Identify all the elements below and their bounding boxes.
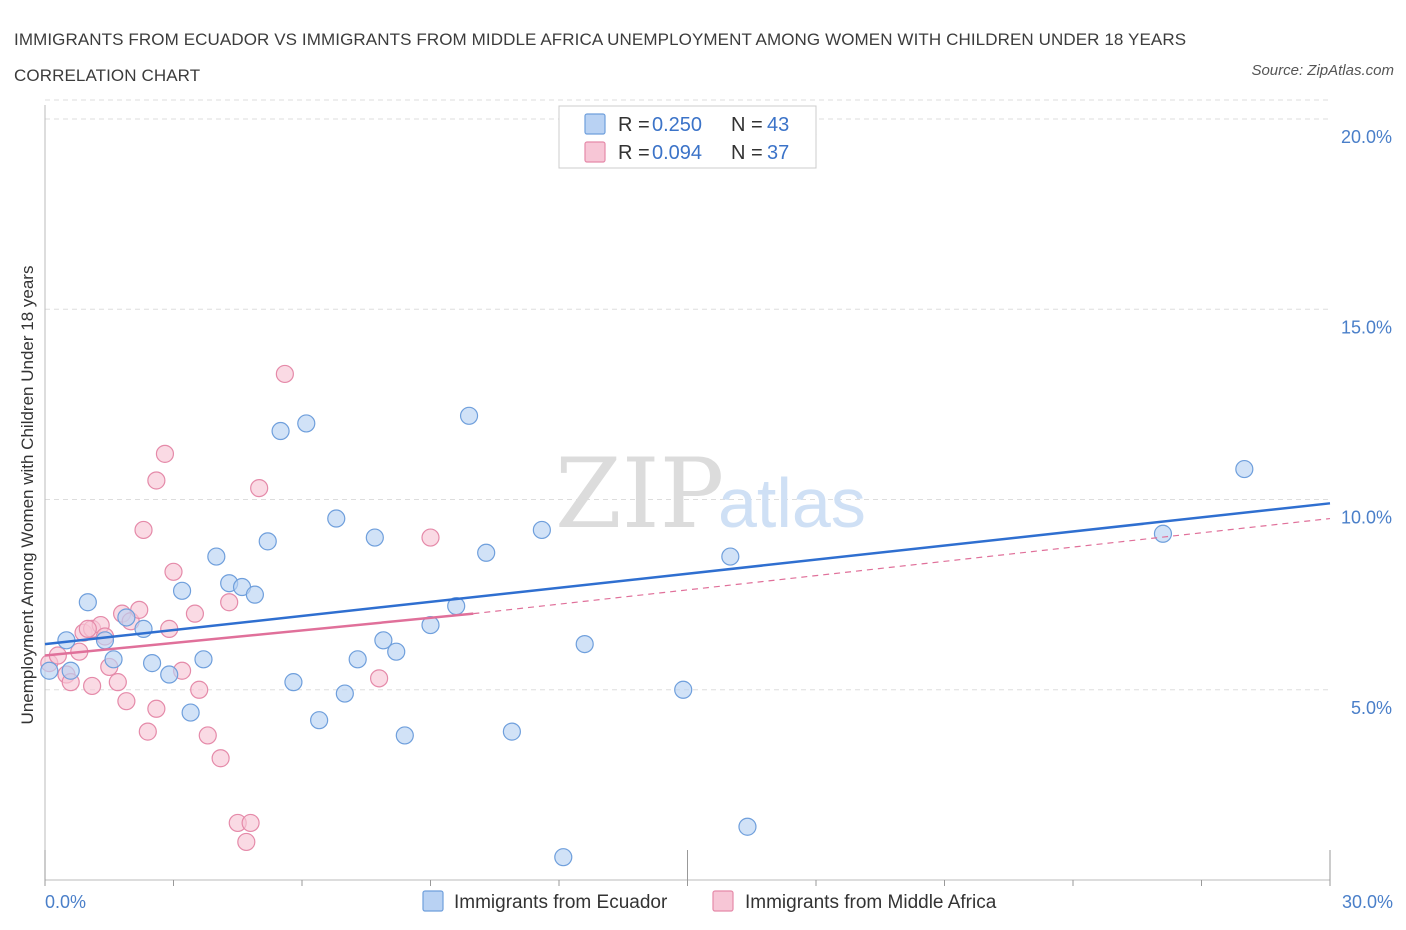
point-middle-africa-27 <box>211 749 230 768</box>
bottom-legend-label-middle-africa: Immigrants from Middle Africa <box>745 892 997 913</box>
point-middle-africa-34 <box>370 669 389 688</box>
point-ecuador-23 <box>335 684 354 703</box>
point-middle-africa-11 <box>108 673 127 692</box>
point-middle-africa-30 <box>237 832 256 852</box>
legend-n-value-middle-africa: 37 <box>767 142 789 164</box>
point-ecuador-8 <box>142 654 162 673</box>
point-ecuador-18 <box>271 421 290 441</box>
bottom-legend: Immigrants from Ecuador Immigrants from … <box>422 890 997 913</box>
point-middle-africa-33 <box>275 364 294 384</box>
trend-layer <box>44 502 1331 657</box>
point-middle-africa-31 <box>241 813 260 833</box>
bottom-legend-swatch-ecuador <box>422 890 444 912</box>
watermark-zip: ZIP <box>555 438 724 550</box>
chart-title: IMMIGRANTS FROM ECUADOR VS IMMIGRANTS FR… <box>14 30 1187 85</box>
chart-source: Source: ZipAtlas.com <box>1251 62 1394 79</box>
point-ecuador-5 <box>104 650 123 669</box>
point-ecuador-19 <box>284 673 303 692</box>
y-tick-label-3: 20.0% <box>1341 127 1392 147</box>
trend-line-middle-africa-extension <box>473 517 1331 615</box>
point-ecuador-10 <box>172 581 192 600</box>
point-middle-africa-22 <box>164 562 183 581</box>
point-ecuador-3 <box>78 593 97 612</box>
trend-line-middle-africa <box>44 612 474 657</box>
point-ecuador-34 <box>532 520 551 540</box>
point-middle-africa-20 <box>155 444 175 463</box>
y-axis-title: Unemployment Among Women with Children U… <box>18 266 37 725</box>
point-middle-africa-7 <box>83 676 102 696</box>
point-ecuador-4 <box>95 631 115 650</box>
point-ecuador-24 <box>348 650 367 669</box>
point-ecuador-39 <box>738 817 757 836</box>
point-ecuador-20 <box>297 414 316 433</box>
point-ecuador-29 <box>421 615 440 635</box>
legend-r-label-middle-africa: R = <box>618 142 650 164</box>
legend-r-label-ecuador: R = <box>618 114 650 136</box>
legend-n-label-middle-africa: N = <box>731 142 763 164</box>
point-ecuador-22 <box>327 509 346 528</box>
point-middle-africa-32 <box>250 478 269 498</box>
point-ecuador-0 <box>40 661 59 680</box>
x-tick-label-0: 0.0% <box>45 892 86 912</box>
y-tick-label-1: 10.0% <box>1341 508 1392 528</box>
point-ecuador-6 <box>117 608 136 627</box>
point-ecuador-25 <box>365 528 384 547</box>
point-ecuador-2 <box>61 661 80 680</box>
point-middle-africa-25 <box>190 680 209 699</box>
point-middle-africa-18 <box>147 699 166 718</box>
point-middle-africa-16 <box>134 520 153 540</box>
point-ecuador-35 <box>554 848 573 867</box>
point-ecuador-28 <box>395 726 414 745</box>
bottom-legend-swatch-middle-africa <box>712 890 734 912</box>
point-middle-africa-28 <box>220 593 239 612</box>
watermark-atlas: atlas <box>718 464 866 542</box>
point-middle-africa-17 <box>138 722 157 741</box>
point-ecuador-13 <box>207 547 226 566</box>
point-middle-africa-19 <box>147 471 166 490</box>
axis-layer: 5.0% 10.0% 15.0% 20.0% 0.0% 30.0% Unemployment… <box>18 105 1393 912</box>
point-middle-africa-35 <box>421 528 440 547</box>
point-middle-africa-13 <box>117 692 136 711</box>
point-ecuador-17 <box>258 532 277 551</box>
point-ecuador-21 <box>310 711 329 730</box>
point-ecuador-31 <box>459 406 479 425</box>
point-ecuador-38 <box>721 547 740 566</box>
bottom-legend-label-ecuador: Immigrants from Ecuador <box>454 892 668 913</box>
point-middle-africa-24 <box>185 604 205 623</box>
legend-r-value-ecuador: 0.250 <box>652 114 702 136</box>
legend-swatch-ecuador <box>584 113 606 135</box>
point-middle-africa-36 <box>78 619 97 638</box>
legend-n-value-ecuador: 43 <box>767 114 789 136</box>
point-ecuador-32 <box>477 543 496 562</box>
legend-n-label-ecuador: N = <box>731 114 763 136</box>
trend-line-ecuador <box>44 502 1331 646</box>
point-ecuador-36 <box>575 634 594 654</box>
point-ecuador-9 <box>160 665 179 684</box>
point-ecuador-16 <box>245 585 264 604</box>
point-ecuador-42 <box>1235 459 1254 479</box>
legend-box: R = 0.250 N = 43 R = 0.094 N = 37 <box>558 105 817 169</box>
x-tick-label-1: 30.0% <box>1342 892 1393 912</box>
point-ecuador-33 <box>502 722 521 741</box>
series-ecuador-points <box>40 125 1254 867</box>
point-ecuador-41 <box>1153 524 1173 543</box>
legend-swatch-middle-africa <box>584 141 606 163</box>
point-middle-africa-26 <box>198 726 217 745</box>
point-ecuador-37 <box>674 680 693 699</box>
point-ecuador-27 <box>387 642 406 661</box>
y-tick-label-2: 15.0% <box>1341 317 1392 337</box>
legend-r-value-middle-africa: 0.094 <box>652 142 702 164</box>
point-ecuador-11 <box>181 703 200 722</box>
point-ecuador-26 <box>374 631 393 650</box>
y-tick-label-0: 5.0% <box>1351 698 1392 718</box>
watermark: ZIP atlas <box>555 438 866 550</box>
point-ecuador-12 <box>194 650 213 669</box>
